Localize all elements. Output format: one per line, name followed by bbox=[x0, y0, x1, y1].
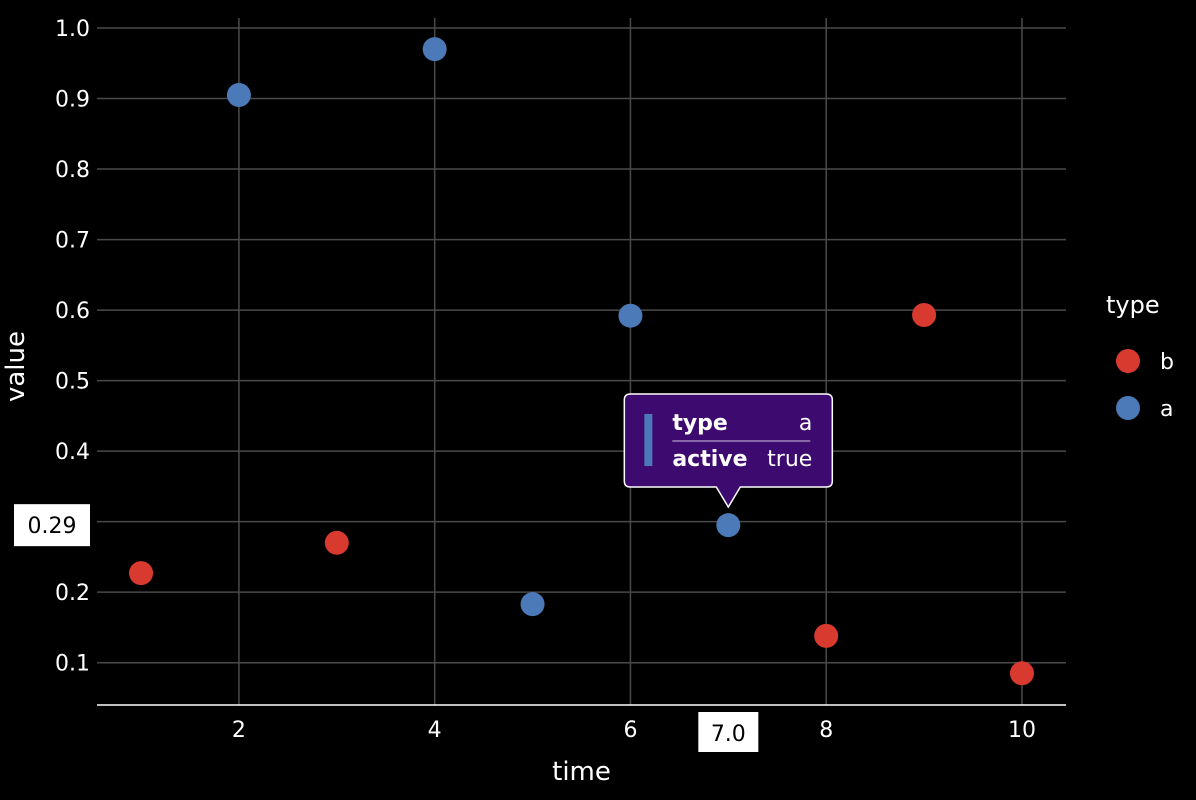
y-tick-label: 0.7 bbox=[55, 229, 90, 254]
y-axis-title: value bbox=[1, 331, 31, 402]
y-tick-label: 0.6 bbox=[55, 299, 90, 324]
x-axis-title: time bbox=[552, 757, 611, 787]
data-points bbox=[129, 37, 1034, 686]
legend-title: type bbox=[1106, 291, 1160, 319]
tooltip-accent-bar bbox=[644, 414, 653, 466]
tooltip-box bbox=[623, 393, 834, 509]
legend-swatch-b bbox=[1116, 349, 1140, 373]
legend: type ba bbox=[1106, 291, 1174, 422]
y-tick-label: 0.5 bbox=[55, 370, 90, 395]
data-point-b bbox=[129, 561, 154, 586]
x-hover-label: 7.0 bbox=[711, 722, 746, 747]
x-tick-label: 8 bbox=[819, 718, 833, 743]
y-hover-label: 0.29 bbox=[28, 514, 77, 539]
data-point-a bbox=[226, 82, 251, 107]
data-point-a bbox=[422, 37, 447, 62]
data-point-b bbox=[324, 530, 349, 555]
y-tick-label: 0.9 bbox=[55, 88, 90, 113]
y-tick-label: 0.4 bbox=[55, 440, 90, 465]
x-tick-label: 6 bbox=[623, 718, 637, 743]
y-tick-label: 0.8 bbox=[55, 158, 90, 183]
gridlines bbox=[97, 18, 1066, 705]
data-point-a bbox=[520, 592, 545, 617]
y-tick-label: 1.0 bbox=[55, 17, 90, 42]
data-point-b bbox=[1009, 661, 1034, 686]
data-point-a bbox=[618, 303, 643, 328]
legend-label: b bbox=[1160, 350, 1174, 375]
x-hover-label-box bbox=[698, 712, 759, 752]
x-tick-label: 10 bbox=[1008, 718, 1036, 743]
tooltip-key: type bbox=[672, 411, 728, 436]
axes: 2468100.10.20.30.40.50.60.70.80.91.0time… bbox=[1, 17, 1066, 787]
tooltip-value: true bbox=[767, 447, 812, 472]
y-tick-label: 0.2 bbox=[55, 581, 90, 606]
y-tick-label: 0.1 bbox=[55, 652, 90, 677]
legend-swatch-a bbox=[1116, 396, 1140, 420]
tooltip: type a active true bbox=[623, 393, 834, 509]
data-point-a bbox=[716, 513, 741, 538]
legend-label: a bbox=[1160, 397, 1173, 422]
data-point-b bbox=[912, 303, 937, 328]
y-hover-label-box bbox=[14, 504, 90, 547]
hover-labels: 7.0 0.29 bbox=[14, 504, 759, 752]
x-tick-label: 2 bbox=[232, 718, 246, 743]
tooltip-value: a bbox=[799, 411, 812, 436]
x-tick-label: 4 bbox=[428, 718, 442, 743]
tooltip-key: active bbox=[672, 447, 747, 472]
data-point-b bbox=[814, 623, 839, 648]
